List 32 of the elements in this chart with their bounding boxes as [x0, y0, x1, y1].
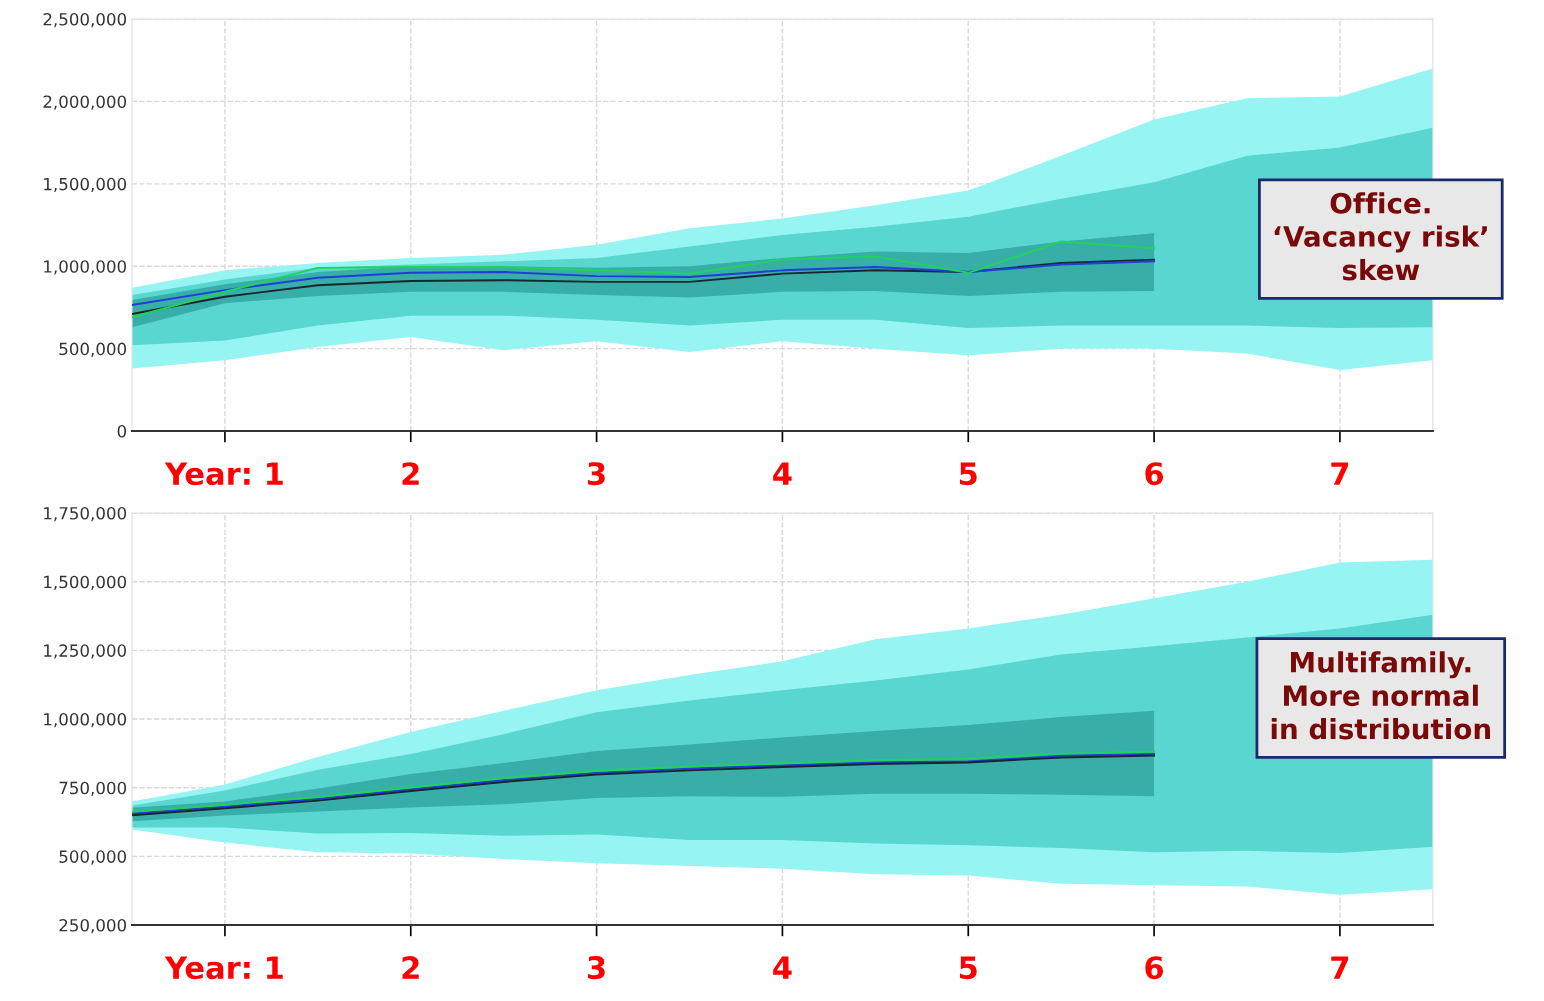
x-tick-label: 2: [402, 462, 419, 485]
x-tick-label: 3: [588, 462, 605, 486]
y-tick-label: 750,000: [59, 781, 127, 796]
x-tick-label: 7: [1331, 462, 1349, 485]
y-tick-label: 250,000: [59, 918, 127, 934]
line-series: [132, 260, 1156, 306]
x-tick-label: 5: [959, 462, 977, 486]
y-tick-label: 2,000,000: [43, 95, 127, 110]
x-tick-label: Year: 1: [164, 956, 283, 980]
line-series: [132, 258, 1156, 315]
x-tick-label: Year: 1: [164, 462, 283, 486]
x-tick-label: 6: [1145, 956, 1164, 980]
y-tick-label: 1,000,000: [44, 260, 127, 275]
x-tick-label: 3: [588, 956, 605, 980]
y-tick-label: 1,500,000: [44, 177, 127, 193]
y-tick-label: 500,000: [59, 342, 127, 357]
y-tick-label: 1,750,000: [44, 506, 127, 522]
x-tick-label: 6: [1145, 462, 1164, 486]
x-tick-label: 2: [402, 956, 419, 979]
x-tick-label: 5: [959, 956, 977, 980]
y-tick-label: 1,000,000: [44, 712, 127, 728]
x-tick-label: 4: [773, 462, 792, 485]
x-tick-label: 7: [1331, 956, 1349, 979]
y-tick-label: 0: [117, 424, 127, 438]
annotation: Multifamily. More normal in distribution: [1271, 651, 1490, 740]
line-series: [132, 240, 1156, 319]
annotation: Office. ‘Vacancy risk’ skew: [1274, 192, 1487, 281]
y-tick-label: 2,500,000: [43, 12, 127, 28]
y-tick-label: 1,250,000: [44, 644, 127, 659]
y-tick-label: 500,000: [59, 850, 127, 865]
x-tick-label: 4: [773, 956, 792, 979]
y-tick-label: 1,500,000: [44, 575, 127, 590]
